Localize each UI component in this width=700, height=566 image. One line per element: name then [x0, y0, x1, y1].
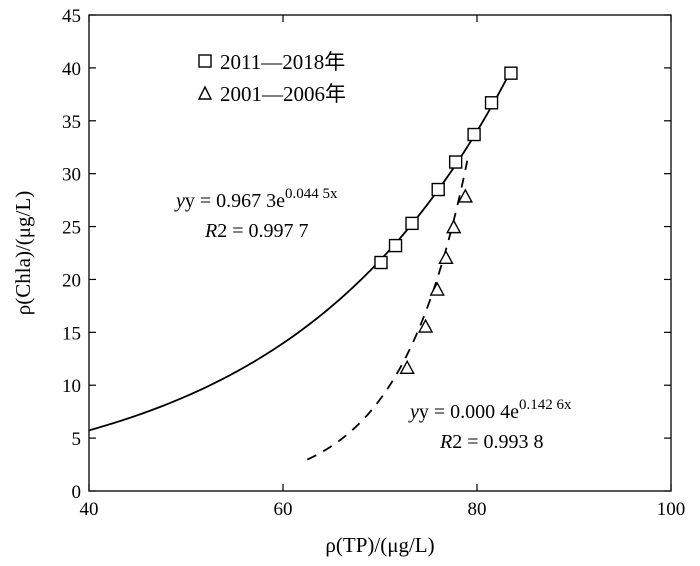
svg-text:yy = 0.967 3e0.044 5x: yy = 0.967 3e0.044 5x — [174, 186, 338, 212]
svg-text:R2 = 0.997 7: R2 = 0.997 7 — [204, 220, 309, 242]
point-series-1 — [388, 238, 403, 253]
y-tick-label: 25 — [62, 218, 81, 239]
legend-square-marker — [198, 54, 212, 68]
y-tick-label: 10 — [62, 376, 81, 397]
point-series-1 — [504, 66, 518, 80]
equation-series-1: yy = 0.967 3e0.044 5x R2 = 0.997 7 — [174, 186, 338, 242]
equation-1-r2-value: 2 = 0.997 7 — [217, 220, 308, 242]
equation-1-text: y = 0.967 3e — [185, 190, 285, 212]
y-tick-label: 40 — [62, 59, 81, 80]
legend-label-series-1: 2011—2018年 — [220, 50, 345, 74]
equation-2-text: y = 0.000 4e — [419, 401, 519, 423]
equation-2-exponent: 0.142 6x — [519, 397, 572, 413]
equation-1-exponent: 0.044 5x — [285, 186, 338, 202]
x-axis-label: ρ(TP)/(μg/L) — [325, 533, 434, 557]
point-series-1 — [374, 255, 388, 270]
x-tick-label: 40 — [80, 499, 99, 520]
fit-curve-series-1 — [88, 70, 512, 432]
point-series-1 — [448, 155, 463, 169]
y-tick-label: 30 — [62, 165, 81, 186]
axis-ticks: 40 60 80 100 0 5 10 15 20 25 30 35 40 45 — [62, 6, 685, 520]
y-tick-label: 35 — [62, 112, 81, 133]
y-tick-label: 5 — [72, 429, 82, 450]
equation-series-2: yy = 0.000 4e0.142 6x R2 = 0.993 8 — [408, 397, 572, 453]
point-series-1 — [467, 127, 481, 142]
point-series-2 — [446, 219, 462, 234]
y-tick-label: 0 — [72, 482, 82, 503]
x-tick-label: 100 — [657, 499, 686, 520]
x-tick-label: 80 — [468, 499, 487, 520]
point-series-2 — [429, 281, 445, 296]
legend-label-series-2: 2001—2006年 — [220, 82, 346, 106]
equation-2-r2-value: 2 = 0.993 8 — [452, 431, 543, 453]
fit-curve-series-2 — [306, 160, 469, 461]
svg-text:yy = 0.000 4e0.142 6x: yy = 0.000 4e0.142 6x — [408, 397, 572, 423]
y-axis-label: ρ(Chla)/(μg/L) — [11, 191, 35, 315]
svg-text:R2 = 0.993 8: R2 = 0.993 8 — [439, 431, 544, 453]
point-series-1 — [405, 216, 419, 231]
y-tick-label: 20 — [62, 270, 81, 291]
point-series-1 — [431, 182, 445, 197]
x-tick-label: 60 — [274, 499, 293, 520]
point-series-2 — [399, 359, 415, 374]
point-series-2 — [438, 249, 454, 264]
equation-1-r2-symbol: R — [204, 220, 217, 242]
plot-frame — [88, 14, 672, 492]
y-tick-label: 45 — [62, 6, 81, 27]
point-series-2 — [417, 318, 434, 333]
point-series-2 — [457, 188, 474, 203]
point-series-1 — [484, 96, 499, 110]
legend: 2011—2018年 2001—2006年 — [197, 50, 346, 106]
equation-2-r2-symbol: R — [439, 431, 452, 453]
y-tick-label: 15 — [62, 323, 81, 344]
data-points — [374, 66, 518, 374]
legend-triangle-marker — [197, 85, 213, 100]
